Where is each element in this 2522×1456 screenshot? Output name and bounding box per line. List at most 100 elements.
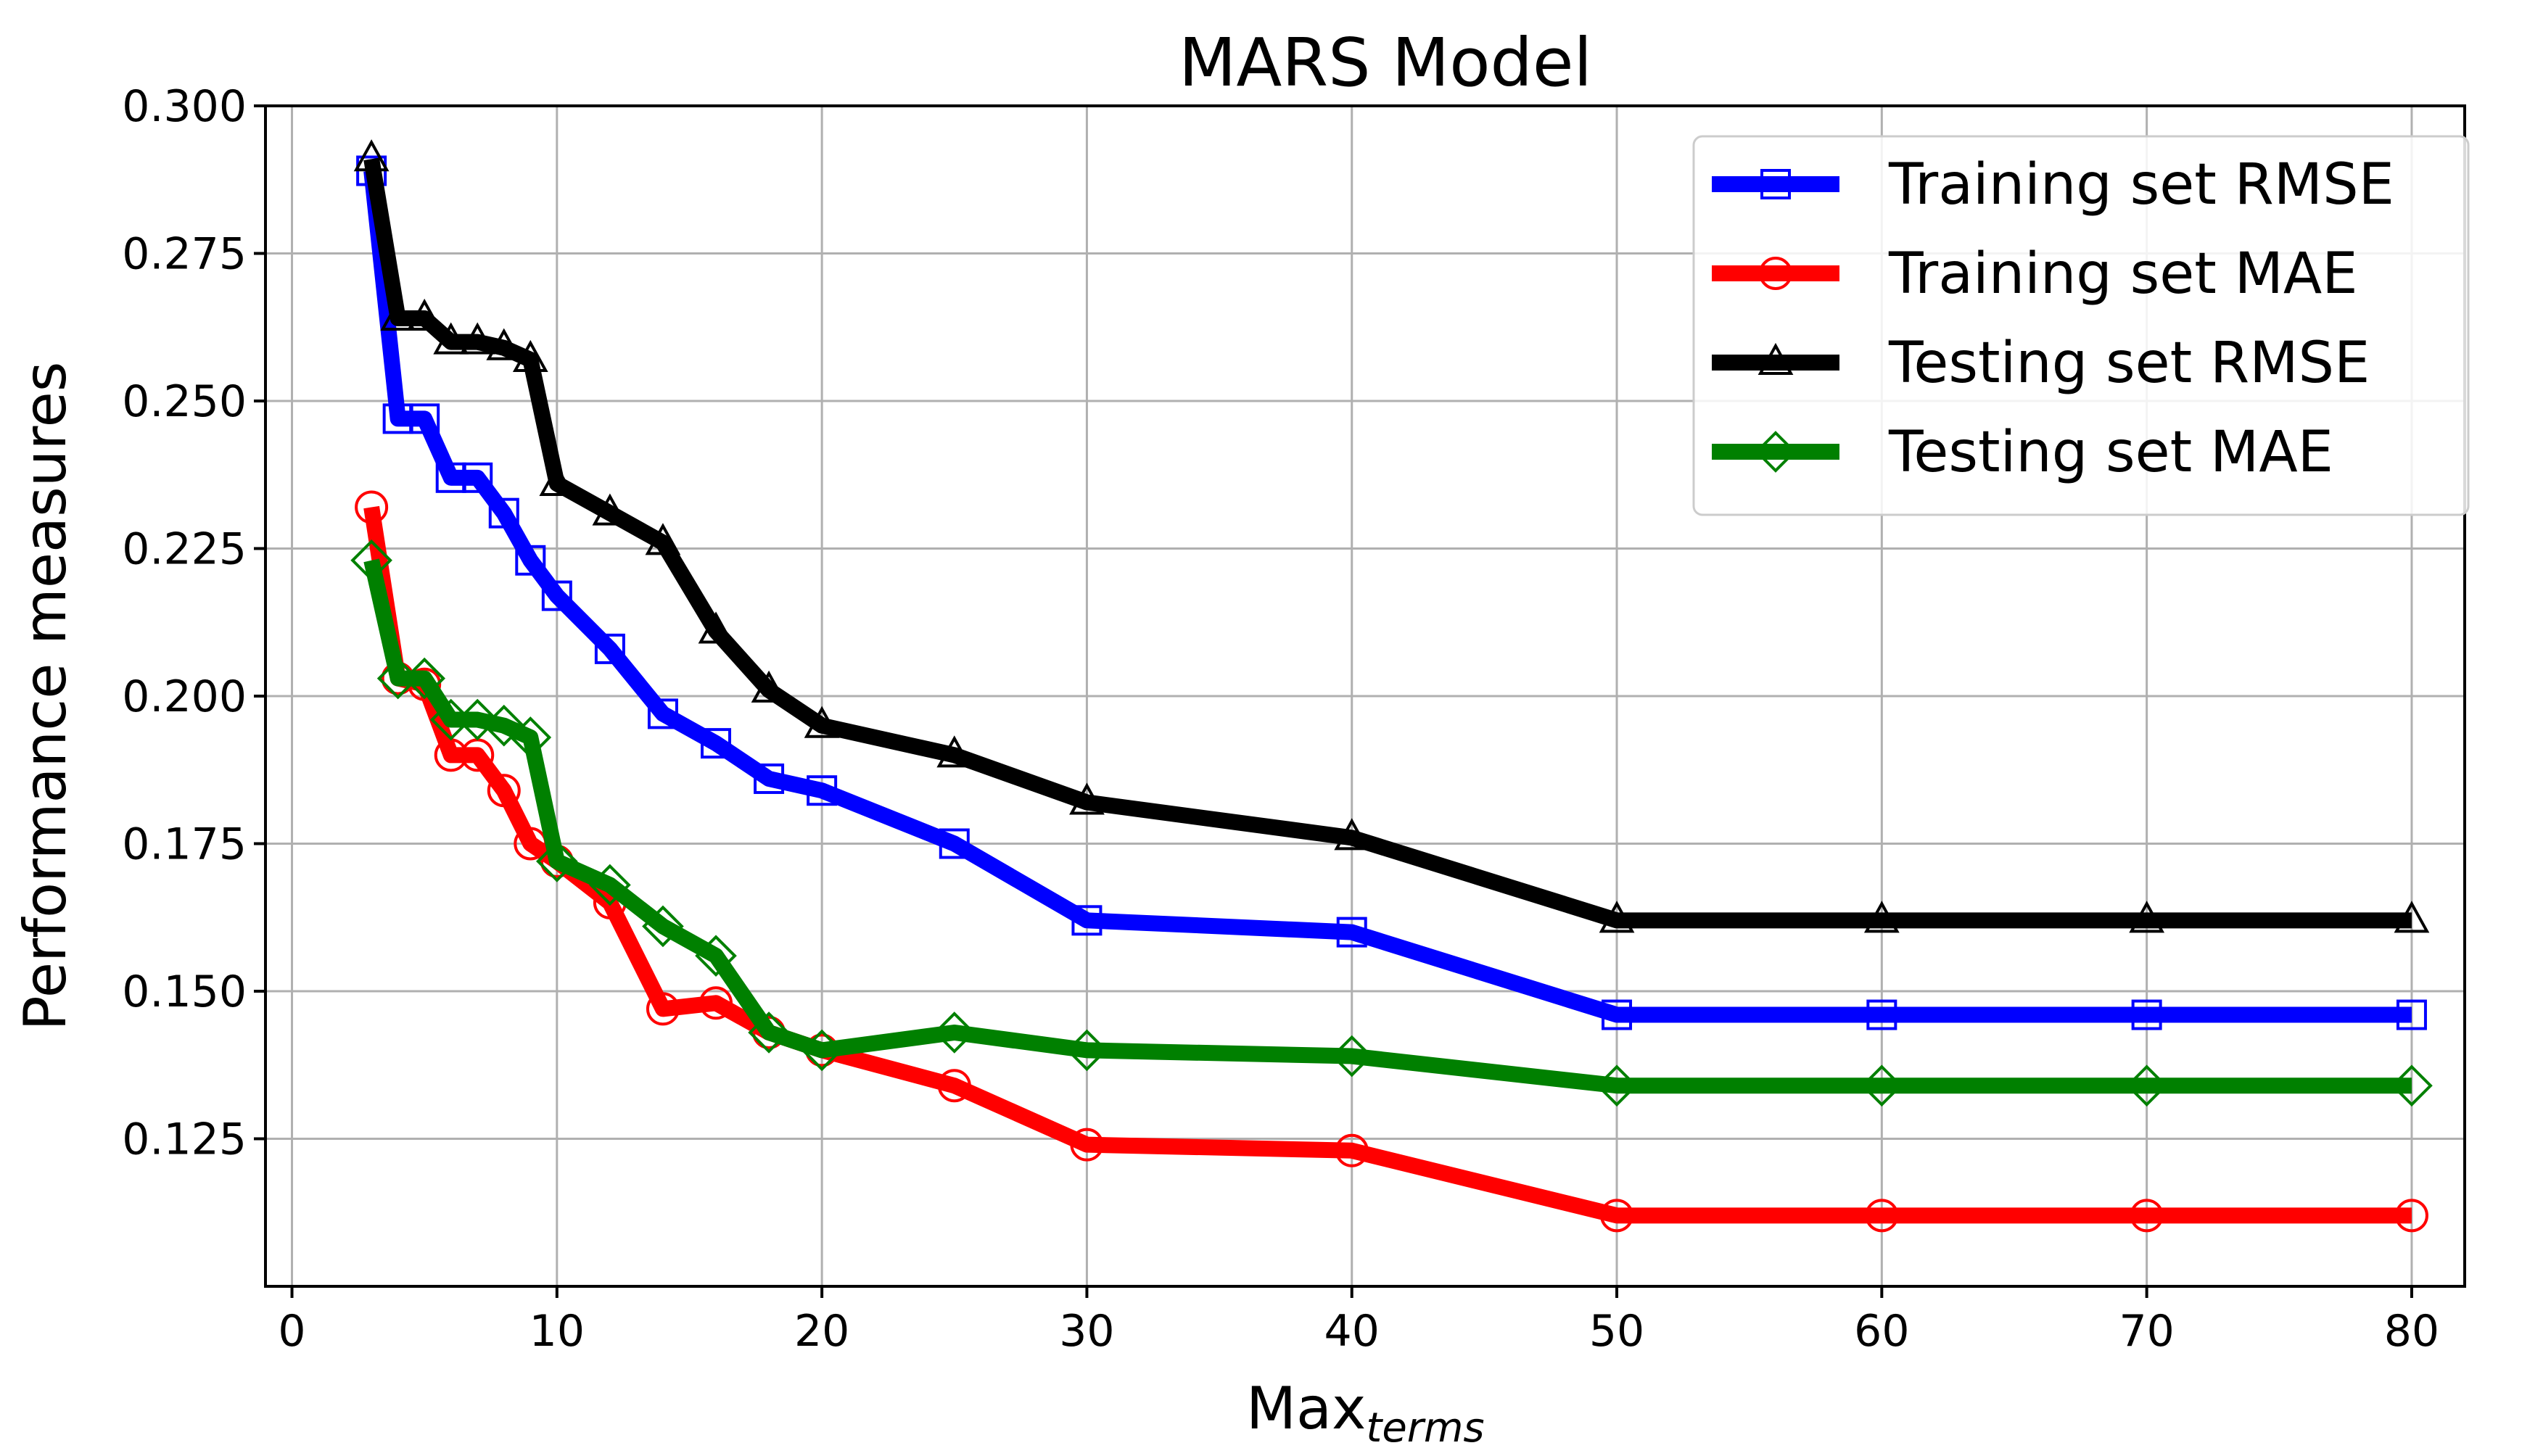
chart-title: MARS Model <box>1179 24 1592 102</box>
data-point-training-set-mae <box>646 992 680 1026</box>
x-tick-label: 70 <box>2119 1306 2174 1357</box>
series-line-training-set-rmse <box>363 170 2412 1023</box>
y-tick-label: 0.250 <box>122 376 247 427</box>
y-axis-label: Performance measures <box>12 362 79 1031</box>
data-point-testing-set-rmse <box>592 493 628 526</box>
data-point-training-set-rmse <box>488 497 519 529</box>
data-point-training-set-rmse <box>1336 917 1367 948</box>
data-point-testing-set-mae <box>642 905 684 948</box>
x-tick-label: 30 <box>1059 1306 1114 1357</box>
data-point-training-set-mae <box>2394 1199 2428 1233</box>
data-point-testing-set-mae <box>350 539 392 582</box>
x-tick-label: 50 <box>1589 1306 1644 1357</box>
series-testing-set-mae <box>350 539 2433 1107</box>
legend-item-testing-set-rmse: Testing set RMSE <box>1712 331 2370 396</box>
data-point-training-set-rmse <box>701 728 732 759</box>
data-point-training-set-mae <box>1600 1199 1634 1233</box>
legend-label: Training set MAE <box>1888 241 2358 307</box>
data-point-testing-set-rmse <box>2129 901 2165 933</box>
series-line-training-set-mae <box>363 505 2412 1224</box>
data-point-training-set-rmse <box>541 580 572 611</box>
data-point-testing-set-mae <box>536 840 578 882</box>
data-point-testing-set-mae <box>2125 1064 2168 1107</box>
data-point-testing-set-rmse <box>406 298 442 331</box>
x-tick-label: 20 <box>794 1306 849 1357</box>
legend-swatch-marker <box>1755 431 1797 473</box>
data-point-testing-set-mae <box>1330 1035 1373 1077</box>
data-point-training-set-mae <box>937 1069 971 1103</box>
data-point-testing-set-rmse <box>380 298 416 331</box>
data-point-testing-set-mae <box>482 704 525 747</box>
data-point-testing-set-rmse <box>539 463 575 496</box>
data-point-testing-set-mae <box>2391 1064 2433 1107</box>
series-line-testing-set-mae <box>363 558 2412 1094</box>
y-tick-label: 0.275 <box>122 229 247 280</box>
y-tick-label: 0.200 <box>122 671 247 722</box>
legend-swatch-marker <box>1757 342 1794 375</box>
data-point-training-set-rmse <box>647 698 678 729</box>
series-layer <box>350 139 2433 1233</box>
data-point-testing-set-rmse <box>1599 901 1635 933</box>
data-point-training-set-mae <box>1070 1128 1104 1162</box>
data-point-testing-set-mae <box>509 716 552 758</box>
y-tick-label: 0.125 <box>122 1114 247 1165</box>
x-axis-label-subscript: terms <box>1366 1405 1484 1452</box>
legend-item-training-set-mae: Training set MAE <box>1712 241 2358 307</box>
data-point-testing-set-mae <box>456 698 499 741</box>
x-tick-label: 0 <box>278 1306 305 1357</box>
x-axis-label-main: Max <box>1246 1375 1366 1442</box>
data-point-testing-set-rmse <box>936 735 973 768</box>
series-testing-set-rmse <box>353 139 2430 933</box>
legend-box <box>1692 135 2470 516</box>
data-point-testing-set-mae <box>403 657 446 700</box>
data-point-training-set-mae <box>355 490 389 524</box>
data-point-training-set-mae <box>1865 1199 1899 1233</box>
data-point-testing-set-rmse <box>433 322 469 355</box>
data-point-testing-set-mae <box>589 864 631 906</box>
series-training-set-mae <box>355 490 2428 1233</box>
data-point-training-set-rmse <box>1866 999 1897 1030</box>
data-point-testing-set-mae <box>1596 1064 1638 1107</box>
legend-label: Training set RMSE <box>1888 152 2394 218</box>
data-point-training-set-mae <box>699 986 733 1020</box>
data-point-training-set-rmse <box>409 403 440 434</box>
legend-swatch-marker <box>1759 257 1792 290</box>
data-point-testing-set-mae <box>933 1012 976 1054</box>
data-point-testing-set-rmse <box>1334 818 1370 851</box>
data-point-testing-set-rmse <box>751 670 787 703</box>
legend-label: Testing set RMSE <box>1888 331 2370 396</box>
x-tick-label: 40 <box>1324 1306 1380 1357</box>
data-point-training-set-rmse <box>2396 999 2427 1030</box>
x-tick-label: 80 <box>2384 1306 2439 1357</box>
data-point-testing-set-rmse <box>459 322 495 355</box>
data-point-training-set-rmse <box>1602 999 1633 1030</box>
data-point-testing-set-mae <box>1860 1064 1903 1107</box>
legend-item-training-set-rmse: Training set RMSE <box>1712 152 2394 218</box>
data-point-testing-set-rmse <box>1069 782 1105 815</box>
data-point-training-set-rmse <box>939 828 970 859</box>
legend-label: Testing set MAE <box>1888 420 2333 485</box>
y-tick-label: 0.175 <box>122 819 247 870</box>
data-point-training-set-rmse <box>1071 905 1103 936</box>
data-point-testing-set-rmse <box>1863 901 1900 933</box>
data-point-testing-set-rmse <box>645 523 681 555</box>
data-point-training-set-rmse <box>2131 999 2162 1030</box>
data-point-testing-set-rmse <box>698 611 734 644</box>
data-point-training-set-mae <box>487 774 521 808</box>
data-point-training-set-mae <box>1335 1133 1369 1167</box>
data-point-training-set-rmse <box>754 763 785 794</box>
data-point-testing-set-rmse <box>353 139 390 172</box>
data-point-testing-set-mae <box>801 1029 843 1072</box>
data-point-training-set-rmse <box>807 775 838 806</box>
data-point-training-set-rmse <box>515 545 546 576</box>
y-tick-label: 0.150 <box>122 967 247 1017</box>
data-point-testing-set-rmse <box>486 328 522 360</box>
y-tick-label: 0.300 <box>122 81 247 132</box>
data-point-testing-set-mae <box>695 935 737 977</box>
data-point-testing-set-rmse <box>804 706 840 738</box>
data-point-testing-set-rmse <box>2394 901 2430 933</box>
axis-ticks: 0 10 20 30 40 50 60 70 80 0.125 0.150 0.175 0.200 0.2… <box>122 81 2439 1357</box>
legend-swatch-marker <box>1760 169 1791 199</box>
series-line-testing-set-rmse <box>363 157 2412 929</box>
y-tick-label: 0.225 <box>122 524 247 575</box>
